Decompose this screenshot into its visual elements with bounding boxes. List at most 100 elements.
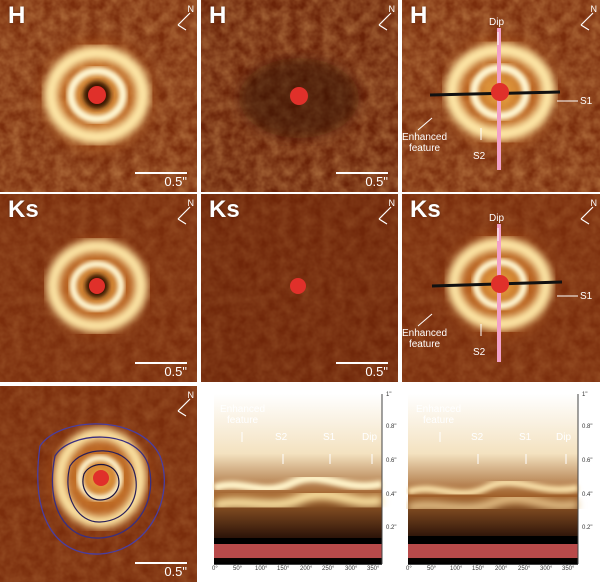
- compass-label: N: [187, 198, 195, 208]
- compass-icon: [177, 206, 191, 225]
- compass-label: N: [590, 4, 598, 14]
- y-tick: 0.4": [386, 492, 397, 498]
- scale-label: 0.5": [164, 364, 187, 379]
- s1-label: S1: [580, 96, 593, 107]
- scale-bar: [135, 362, 187, 364]
- x-tick: 50°: [233, 566, 243, 572]
- band-label: H: [209, 2, 227, 29]
- compass-icon: [580, 206, 594, 225]
- scale-bar: [135, 172, 187, 174]
- star-mask-icon: [89, 278, 105, 294]
- polar-floor: [214, 544, 382, 558]
- panel-ks-2-image: [201, 194, 398, 382]
- panel-h-3-image: [402, 0, 600, 192]
- star-mask-icon: [93, 470, 109, 486]
- polar-plot-2: Enhanced feature S2 S1 Dip 0° 50° 100° 1…: [406, 388, 600, 582]
- star-mask-icon: [290, 87, 308, 105]
- y-tick: 1": [386, 392, 392, 398]
- band-label: H: [410, 2, 428, 29]
- compass-icon: [580, 12, 594, 31]
- arrow-icons: [417, 228, 578, 336]
- x-tick: 350°: [367, 566, 380, 572]
- panel-ks-3-image: [402, 194, 600, 382]
- x-tick: 0°: [212, 566, 218, 572]
- compass-label: N: [187, 4, 195, 14]
- scale-bar: [336, 172, 388, 174]
- star-mask-icon: [88, 86, 106, 104]
- y-tick: 0.6": [582, 458, 593, 464]
- x-tick: 200°: [300, 566, 313, 572]
- panel-h-1-image: [0, 0, 197, 192]
- panel-h-2-image: [201, 0, 398, 192]
- polar-plot-1-image: [212, 394, 384, 565]
- compass-label: N: [590, 198, 598, 208]
- x-tick: 350°: [562, 566, 575, 572]
- star-mask-icon: [491, 83, 509, 101]
- band-label: Ks: [410, 196, 441, 223]
- y-tick: 0.8": [386, 424, 397, 430]
- arrow-icons: [439, 432, 567, 464]
- scale-label: 0.5": [164, 174, 187, 189]
- s2-label: S2: [275, 432, 288, 443]
- panel-contour-image: [0, 386, 197, 582]
- s1-label: S1: [519, 432, 532, 443]
- compass-icon: [177, 398, 191, 417]
- compass-icon: [378, 12, 392, 31]
- polar-plot-2-image: [406, 394, 580, 565]
- scale-label: 0.5": [365, 364, 388, 379]
- dip-label: Dip: [489, 213, 505, 224]
- enhanced-label: Enhanced feature: [402, 132, 448, 154]
- s1-label: S1: [580, 291, 593, 302]
- panel-h-1: H N 0.5": [0, 0, 197, 192]
- compass-label: N: [388, 198, 396, 208]
- s2-label: S2: [473, 347, 486, 358]
- scale-bar: [135, 562, 187, 564]
- y-tick: 0.2": [582, 525, 593, 531]
- enhanced-label: Enhanced feature: [402, 328, 448, 350]
- polar-floor: [408, 544, 578, 558]
- x-tick: 300°: [540, 566, 553, 572]
- panel-ks-3: Ks N Dip S1 S2 Enhanced feature: [402, 194, 600, 382]
- s2-label: S2: [473, 151, 486, 162]
- panel-h-2: H N 0.5": [201, 0, 398, 192]
- x-tick: 200°: [495, 566, 508, 572]
- panel-h-3: H N Dip S1 S2 Enhanced feature: [402, 0, 600, 192]
- panel-ks-1-image: [0, 194, 197, 382]
- y-tick: 0.2": [386, 525, 397, 531]
- x-tick: 100°: [450, 566, 463, 572]
- band-label: Ks: [209, 196, 240, 223]
- star-mask-icon: [290, 278, 306, 294]
- x-tick: 0°: [406, 566, 412, 572]
- x-tick: 50°: [427, 566, 437, 572]
- scale-label: 0.5": [365, 174, 388, 189]
- dip-label: Dip: [362, 432, 378, 443]
- band-label: Ks: [8, 196, 39, 223]
- arrow-icons: [417, 32, 578, 140]
- compass-icon: [378, 206, 392, 225]
- x-tick: 250°: [322, 566, 335, 572]
- s1-label: S1: [323, 432, 336, 443]
- scale-bar: [336, 362, 388, 364]
- compass-icon: [177, 12, 191, 31]
- y-tick: 0.4": [582, 492, 593, 498]
- polar-plot-1: Enhanced feature S2 S1 Dip 0° 50° 100° 1…: [212, 388, 400, 582]
- panel-contour: N 0.5": [0, 386, 197, 582]
- x-tick: 150°: [277, 566, 290, 572]
- x-tick: 300°: [345, 566, 358, 572]
- contour-lines: [37, 423, 165, 555]
- s2-label: S2: [471, 432, 484, 443]
- arrow-icons: [241, 432, 373, 464]
- star-mask-icon: [491, 275, 509, 293]
- enhanced-label: Enhanced feature: [220, 404, 266, 426]
- y-tick: 0.8": [582, 424, 593, 430]
- x-tick: 250°: [518, 566, 531, 572]
- x-tick: 150°: [472, 566, 485, 572]
- dip-label: Dip: [556, 432, 572, 443]
- y-tick: 0.6": [386, 458, 397, 464]
- panel-ks-2: Ks N 0.5": [201, 194, 398, 382]
- panel-ks-1: Ks N 0.5": [0, 194, 197, 382]
- compass-label: N: [388, 4, 396, 14]
- x-tick: 100°: [255, 566, 268, 572]
- compass-label: N: [187, 390, 195, 400]
- y-tick: 1": [582, 392, 588, 398]
